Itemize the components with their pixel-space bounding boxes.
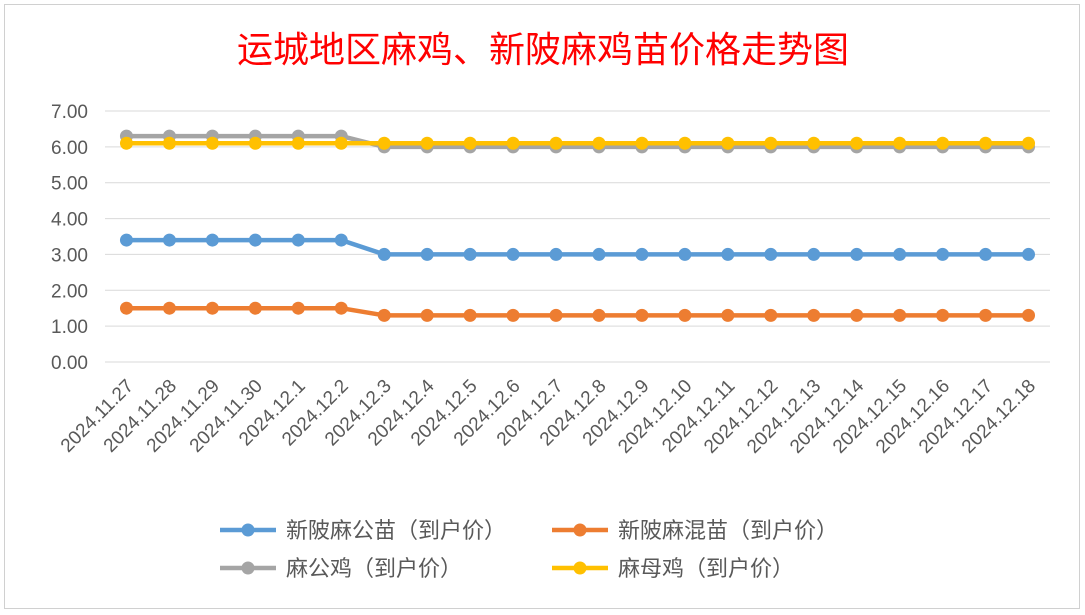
legend-swatch-marker	[573, 561, 587, 575]
series-line	[126, 305, 1029, 318]
y-tick-label: 6.00	[51, 138, 88, 159]
y-tick-label: 3.00	[51, 245, 88, 266]
data-point	[334, 136, 348, 150]
legend-swatch-marker	[241, 561, 255, 575]
data-point	[678, 308, 692, 322]
data-point	[549, 136, 563, 150]
data-point	[764, 308, 778, 322]
data-point	[377, 308, 391, 322]
data-point	[334, 301, 348, 315]
data-point	[506, 136, 520, 150]
data-point	[119, 136, 133, 150]
data-point	[463, 308, 477, 322]
y-axis-ticks: 0.00 1.00 2.00 3.00 4.00 5.00 6.00 7.00	[51, 102, 88, 374]
series-line	[126, 237, 1029, 257]
data-point	[291, 136, 305, 150]
data-point	[420, 247, 434, 261]
data-point	[678, 136, 692, 150]
data-point	[850, 136, 864, 150]
legend-label: 麻母鸡（到户价）	[618, 557, 794, 582]
data-point	[850, 308, 864, 322]
data-point	[248, 233, 262, 247]
data-point	[119, 233, 133, 247]
data-point	[592, 136, 606, 150]
data-point	[119, 301, 133, 315]
data-point	[721, 136, 735, 150]
y-tick-label: 0.00	[51, 353, 88, 374]
y-tick-label: 7.00	[51, 102, 88, 123]
data-point	[807, 247, 821, 261]
chart-title: 运城地区麻鸡、新陂麻鸡苗价格走势图	[237, 30, 849, 71]
data-point	[936, 247, 950, 261]
data-point	[807, 308, 821, 322]
data-point	[291, 233, 305, 247]
data-point	[506, 308, 520, 322]
data-point	[377, 136, 391, 150]
x-axis-ticks: 2024.11.272024.11.282024.11.292024.11.30…	[57, 375, 1040, 457]
data-point	[205, 136, 219, 150]
data-point	[420, 136, 434, 150]
data-point	[549, 308, 563, 322]
data-point	[979, 136, 993, 150]
data-point	[592, 308, 606, 322]
data-point	[162, 233, 176, 247]
legend-swatch-marker	[241, 523, 255, 537]
data-point	[506, 247, 520, 261]
data-point	[592, 247, 606, 261]
data-point	[334, 233, 348, 247]
data-point	[1022, 136, 1036, 150]
data-point	[893, 308, 907, 322]
data-point	[807, 136, 821, 150]
data-point	[463, 247, 477, 261]
data-point	[979, 247, 993, 261]
data-point	[248, 301, 262, 315]
series-line	[126, 133, 1029, 150]
y-tick-label: 4.00	[51, 210, 88, 231]
data-point	[721, 308, 735, 322]
data-point	[162, 136, 176, 150]
y-tick-label: 1.00	[51, 317, 88, 338]
legend[interactable]: 新陂麻公苗（到户价） 新陂麻混苗（到户价） 麻公鸡（到户价） 麻母鸡（到户价）	[220, 519, 838, 582]
data-point	[721, 247, 735, 261]
data-point	[248, 136, 262, 150]
legend-label: 麻公鸡（到户价）	[286, 557, 462, 582]
data-point	[850, 247, 864, 261]
legend-label: 新陂麻公苗（到户价）	[286, 519, 506, 544]
data-point	[1022, 308, 1036, 322]
data-point	[635, 136, 649, 150]
data-point	[162, 301, 176, 315]
data-point	[463, 136, 477, 150]
data-point	[979, 308, 993, 322]
y-tick-label: 2.00	[51, 281, 88, 302]
legend-label: 新陂麻混苗（到户价）	[618, 519, 838, 544]
data-point	[291, 301, 305, 315]
data-point	[635, 308, 649, 322]
data-point	[205, 233, 219, 247]
data-point	[936, 136, 950, 150]
data-point	[678, 247, 692, 261]
data-point	[893, 136, 907, 150]
data-point	[420, 308, 434, 322]
data-point	[549, 247, 563, 261]
data-point	[205, 301, 219, 315]
y-tick-label: 5.00	[51, 174, 88, 195]
data-point	[635, 247, 649, 261]
legend-swatch-marker	[573, 523, 587, 537]
series-layer	[119, 129, 1036, 322]
data-point	[1022, 247, 1036, 261]
data-point	[893, 247, 907, 261]
data-point	[936, 308, 950, 322]
data-point	[764, 247, 778, 261]
data-point	[764, 136, 778, 150]
data-point	[377, 247, 391, 261]
